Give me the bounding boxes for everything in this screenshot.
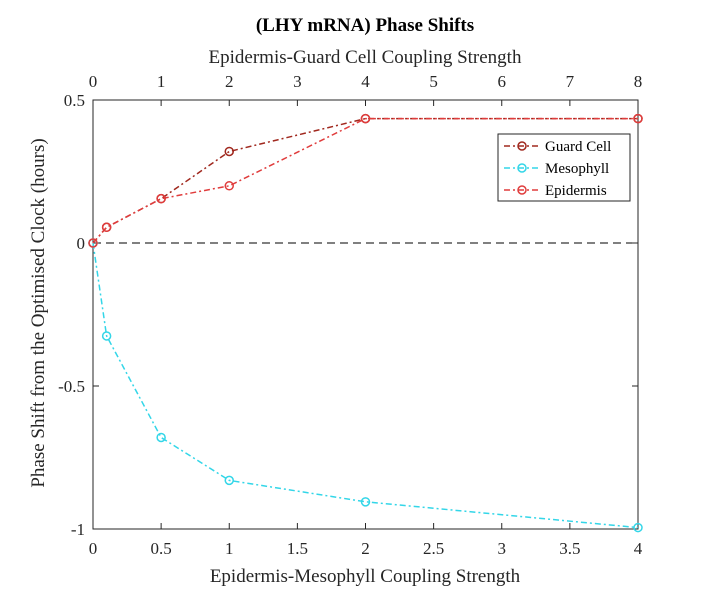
ticks-layer: 0 0.5 1 1.5 2 2.5 3 3.5 40 1 2 3 4 5 6 7 8-1-0.500.5 — [58, 72, 643, 558]
x2-tick-label: 4 — [361, 72, 370, 91]
x-tick-label: 1.5 — [287, 539, 308, 558]
x-tick-label: 0 — [89, 539, 98, 558]
x2-tick-label: 5 — [429, 72, 438, 91]
x2-tick-label: 2 — [225, 72, 234, 91]
y-tick-label: -0.5 — [58, 377, 85, 396]
legend-item-guard-cell: Guard Cell — [504, 139, 611, 155]
legend-label-mesophyll: Mesophyll — [545, 161, 609, 177]
series-layer — [88, 113, 643, 533]
series-epidermis — [88, 113, 643, 248]
x-tick-label: 2.5 — [423, 539, 444, 558]
legend-label-guard-cell: Guard Cell — [545, 139, 611, 155]
data-point-mesophyll — [633, 522, 643, 533]
legend-item-mesophyll: Mesophyll — [504, 161, 609, 177]
legend-marker-mesophyll — [517, 163, 527, 173]
x2-tick-label: 1 — [157, 72, 166, 91]
top-axis-label: Epidermis-Guard Cell Coupling Strength — [209, 47, 522, 68]
x-tick-label: 4 — [634, 539, 643, 558]
x-tick-label: 3 — [498, 539, 507, 558]
x2-tick-label: 6 — [498, 72, 507, 91]
data-point-epidermis — [224, 181, 234, 191]
x-tick-label: 0.5 — [151, 539, 172, 558]
data-point-epidermis — [101, 222, 112, 233]
x-tick-label: 3.5 — [559, 539, 580, 558]
data-point-mesophyll — [156, 432, 166, 443]
data-point-mesophyll — [360, 497, 371, 507]
y-tick-label: 0.5 — [64, 91, 85, 110]
x2-tick-label: 8 — [634, 72, 643, 91]
data-point-mesophyll — [224, 475, 234, 486]
legend-marker-epidermis — [517, 185, 527, 195]
data-point-epidermis — [88, 238, 98, 248]
legend-label-epidermis: Epidermis — [545, 183, 607, 199]
data-point-mesophyll — [101, 331, 112, 341]
data-point-epidermis — [360, 113, 371, 124]
x2-tick-label: 3 — [293, 72, 302, 91]
y-tick-label: 0 — [77, 234, 86, 253]
bottom-axis-label: Epidermis-Mesophyll Coupling Strength — [210, 566, 521, 587]
legend-marker-guard-cell — [517, 141, 527, 151]
x2-tick-label: 7 — [566, 72, 575, 91]
x2-tick-label: 0 — [89, 72, 98, 91]
data-point-epidermis — [633, 113, 643, 124]
chart-title: (LHY mRNA) Phase Shifts — [256, 15, 474, 36]
y-tick-label: -1 — [71, 520, 85, 539]
legend: Guard Cell Mesophyll Epidermis — [497, 133, 631, 202]
data-point-epidermis — [156, 193, 166, 204]
x-tick-label: 1 — [225, 539, 234, 558]
data-point-guard-cell — [224, 146, 234, 157]
x-tick-label: 2 — [361, 539, 370, 558]
y-axis-label: Phase Shift from the Optimised Clock (ho… — [28, 138, 49, 487]
legend-item-epidermis: Epidermis — [504, 183, 607, 199]
